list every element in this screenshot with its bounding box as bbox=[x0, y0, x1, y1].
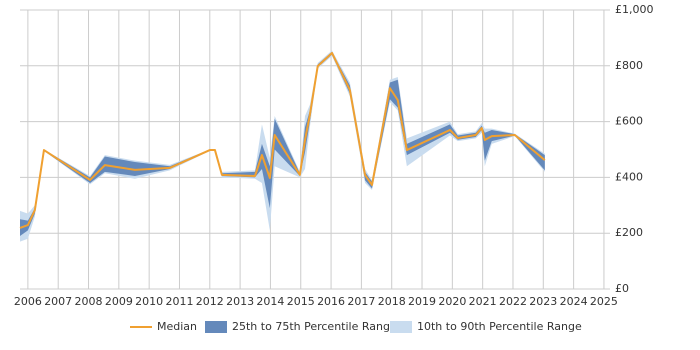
legend-label: 25th to 75th Percentile Range bbox=[232, 320, 397, 333]
x-tick-label: 2012 bbox=[196, 295, 224, 308]
x-tick-label: 2011 bbox=[165, 295, 193, 308]
x-tick-label: 2018 bbox=[378, 295, 406, 308]
x-tick-label: 2008 bbox=[75, 295, 103, 308]
x-tick-label: 2015 bbox=[287, 295, 315, 308]
y-tick-label: £1,000 bbox=[615, 3, 654, 16]
x-tick-label: 2025 bbox=[590, 295, 618, 308]
legend-swatch bbox=[205, 321, 227, 333]
x-tick-label: 2024 bbox=[560, 295, 588, 308]
x-tick-label: 2007 bbox=[44, 295, 72, 308]
x-tick-label: 2022 bbox=[499, 295, 527, 308]
x-tick-label: 2013 bbox=[226, 295, 254, 308]
x-tick-label: 2016 bbox=[317, 295, 345, 308]
y-tick-label: £200 bbox=[615, 226, 643, 239]
legend-label: 10th to 90th Percentile Range bbox=[417, 320, 582, 333]
median-line bbox=[19, 51, 546, 229]
y-tick-label: £400 bbox=[615, 170, 643, 183]
legend-label: Median bbox=[157, 320, 197, 333]
x-tick-label: 2021 bbox=[469, 295, 497, 308]
x-tick-label: 2020 bbox=[438, 295, 466, 308]
x-tick-label: 2017 bbox=[347, 295, 375, 308]
x-tick-label: 2009 bbox=[105, 295, 133, 308]
y-tick-label: £800 bbox=[615, 59, 643, 72]
x-tick-label: 2019 bbox=[408, 295, 436, 308]
x-tick-label: 2023 bbox=[529, 295, 557, 308]
percentile-band bbox=[20, 51, 545, 236]
x-tick-label: 2014 bbox=[256, 295, 284, 308]
y-tick-label: £600 bbox=[615, 115, 643, 128]
x-tick-label: 2010 bbox=[135, 295, 163, 308]
y-tick-label: £0 bbox=[615, 282, 629, 295]
x-tick-label: 2006 bbox=[14, 295, 42, 308]
legend-swatch bbox=[390, 321, 412, 333]
